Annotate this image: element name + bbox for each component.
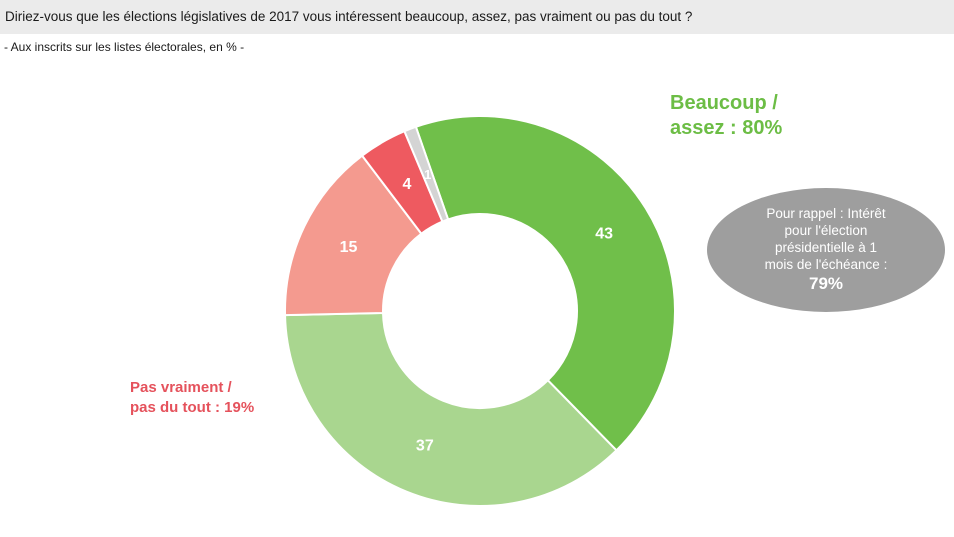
negative-callout: Pas vraiment / pas du tout : 19%: [130, 378, 254, 418]
donut-slice-1: [284, 312, 618, 507]
slice-label-4: 1: [424, 167, 431, 182]
slice-label-1: 37: [416, 438, 434, 455]
question-bar: Diriez-vous que les élections législativ…: [0, 0, 954, 34]
donut-slice-0: [414, 115, 676, 452]
reminder-line-2: pour l'élection: [784, 223, 868, 238]
positive-callout-line2: assez : 80%: [670, 117, 783, 139]
reminder-line-3: présidentielle à 1: [774, 240, 878, 255]
reminder-value: 79%: [808, 274, 844, 293]
subtitle: - Aux inscrits sur les listes électorale…: [4, 40, 245, 54]
donut-slice-4: [403, 125, 450, 223]
reminder-line-1: Pour rappel : Intérêt: [766, 206, 886, 221]
question-text: Diriez-vous que les élections législativ…: [5, 9, 693, 24]
positive-callout: Beaucoup / assez : 80%: [670, 91, 782, 141]
positive-callout-line1: Beaucoup /: [670, 92, 778, 114]
slice-label-3: 4: [403, 176, 412, 193]
negative-callout-line1: Pas vraiment /: [130, 379, 232, 396]
negative-callout-line2: pas du tout : 19%: [130, 399, 255, 416]
slice-label-0: 43: [595, 226, 613, 243]
reminder-bubble: Pour rappel : Intérêt pour l'élection pr…: [707, 188, 945, 312]
slice-label-2: 15: [340, 239, 358, 256]
reminder-line-4: mois de l'échéance :: [764, 257, 888, 272]
